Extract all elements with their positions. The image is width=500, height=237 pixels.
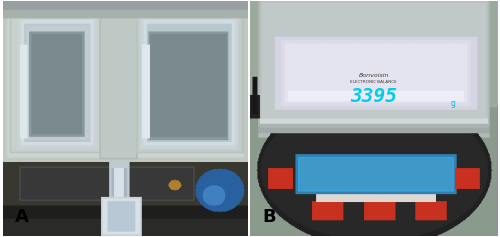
Text: ELECTRONIC BALANCE: ELECTRONIC BALANCE (350, 80, 397, 84)
Text: Bonvoisin: Bonvoisin (358, 73, 389, 77)
Text: 3395: 3395 (350, 87, 397, 106)
Text: g: g (450, 99, 456, 108)
Text: B: B (262, 208, 276, 226)
Text: A: A (15, 208, 28, 226)
